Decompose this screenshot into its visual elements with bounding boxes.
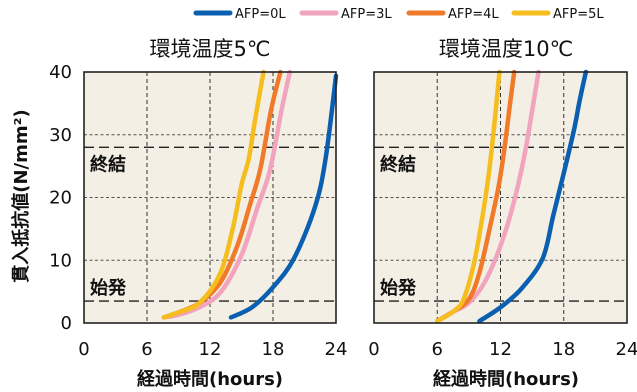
x-tick-label: 6 (432, 339, 443, 360)
x-tick-label: 12 (199, 339, 222, 360)
y-tick-label: 0 (61, 313, 72, 334)
series-line-afp-3l (161, 69, 293, 320)
x-axis-title-10c: 経過時間(hours) (433, 368, 579, 390)
series-line-afp-0l (228, 73, 339, 320)
x-axis-title-5c: 経過時間(hours) (137, 368, 283, 390)
y-axis-title: 貫入抵抗値(N/mm²) (10, 109, 32, 283)
legend-label: AFP=5L (553, 7, 604, 22)
y-tick-label: 40 (49, 62, 72, 83)
legend-item: AFP=5L (511, 7, 604, 22)
legend-item: AFP=3L (299, 7, 392, 22)
reference-line-label: 始発 (90, 277, 127, 299)
y-axis-ticks: 0 10 20 30 40 (49, 62, 72, 334)
legend-label: AFP=4L (448, 7, 499, 22)
x-tick-label: 0 (368, 339, 379, 360)
legend-item: AFP=4L (406, 7, 499, 22)
panel-title-5c: 環境温度5℃ (150, 37, 271, 61)
series-line-afp-0l (477, 69, 589, 324)
legend-label: AFP=0L (235, 7, 286, 22)
chart-legend: AFP=0L AFP=3L AFP=4L AFP=5L (193, 7, 604, 22)
x-tick-label: 24 (325, 339, 348, 360)
reference-line-label: 終結 (380, 153, 416, 175)
x-tick-label: 0 (78, 339, 89, 360)
legend-item: AFP=0L (193, 7, 286, 22)
y-tick-label: 30 (49, 125, 72, 146)
x-tick-label: 24 (616, 339, 637, 360)
x-tick-label: 18 (262, 339, 285, 360)
x-tick-label: 12 (489, 339, 512, 360)
legend-label: AFP=3L (341, 7, 392, 22)
reference-line-label: 始発 (380, 277, 417, 299)
panel-title-10c: 環境温度10℃ (439, 37, 573, 61)
series-line-afp-5l (435, 69, 502, 324)
y-tick-label: 10 (49, 250, 72, 271)
y-tick-label: 20 (49, 188, 72, 209)
plot-frame (83, 71, 337, 324)
plot-frame (373, 71, 628, 324)
x-tick-label: 6 (141, 339, 152, 360)
x-tick-label: 18 (552, 339, 575, 360)
reference-line-label: 終結 (90, 153, 126, 175)
series-line-afp-5l (161, 69, 266, 320)
